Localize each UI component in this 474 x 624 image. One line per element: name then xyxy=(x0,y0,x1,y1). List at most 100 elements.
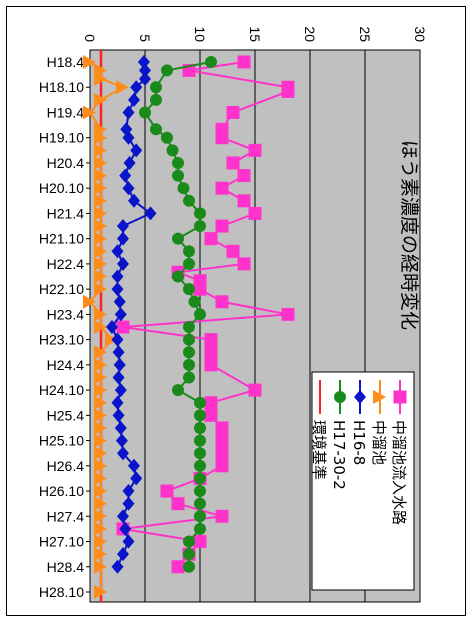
time-tick-label: H26.4 xyxy=(47,458,85,474)
data-point xyxy=(128,92,140,107)
data-point xyxy=(226,156,240,170)
data-point xyxy=(94,559,107,574)
data-point xyxy=(172,270,184,283)
data-point xyxy=(205,56,217,68)
data-point xyxy=(94,458,107,473)
data-point xyxy=(150,81,162,94)
time-tick-label: H20.10 xyxy=(39,180,84,196)
data-point xyxy=(204,396,218,410)
data-point xyxy=(94,357,107,372)
data-point xyxy=(172,169,184,182)
legend-label: H17-30-2 xyxy=(330,420,348,490)
data-point xyxy=(161,64,173,77)
data-point xyxy=(237,169,251,183)
data-point xyxy=(119,168,132,183)
data-point xyxy=(106,320,118,334)
data-point xyxy=(215,219,229,233)
data-point xyxy=(122,496,135,511)
data-point xyxy=(194,207,206,220)
data-point xyxy=(94,484,107,499)
data-point xyxy=(114,420,127,435)
data-point xyxy=(215,295,229,309)
data-point xyxy=(183,321,195,333)
data-point xyxy=(94,408,107,423)
data-point xyxy=(116,80,129,95)
time-tick-label: H22.10 xyxy=(39,281,84,297)
data-point xyxy=(237,194,251,208)
data-point xyxy=(94,155,107,170)
data-point xyxy=(183,371,195,384)
data-point xyxy=(130,471,143,486)
data-point xyxy=(94,496,107,511)
data-point xyxy=(94,395,107,410)
legend-swatch-marker xyxy=(373,390,386,404)
data-point xyxy=(94,307,107,322)
data-point xyxy=(113,357,126,372)
data-point xyxy=(183,245,195,258)
data-point xyxy=(111,395,124,410)
data-point xyxy=(215,421,229,435)
data-point xyxy=(188,295,201,308)
data-point xyxy=(94,547,107,562)
data-point xyxy=(94,92,107,107)
time-tick-label: H24.4 xyxy=(47,357,85,373)
data-point xyxy=(194,409,206,422)
data-point xyxy=(204,232,218,246)
data-point xyxy=(139,71,151,86)
data-point xyxy=(166,144,179,157)
legend-label: 中溜池流入水路 xyxy=(390,420,408,525)
time-tick-label: H22.4 xyxy=(47,256,85,272)
data-point xyxy=(122,484,135,499)
data-point xyxy=(183,333,195,346)
data-point xyxy=(183,257,195,270)
data-point xyxy=(94,370,107,385)
data-point xyxy=(194,497,206,510)
data-point xyxy=(123,155,136,170)
time-tick-label: H18.4 xyxy=(47,54,85,70)
data-point xyxy=(94,193,107,208)
data-point xyxy=(94,168,107,183)
data-point xyxy=(194,510,206,523)
time-tick-label: H25.4 xyxy=(47,407,85,423)
time-tick-label: H27.4 xyxy=(47,508,85,524)
data-point xyxy=(83,294,96,309)
data-point xyxy=(111,332,124,347)
time-tick-label: H23.4 xyxy=(47,306,85,322)
data-point xyxy=(160,484,174,498)
time-tick-label: H21.10 xyxy=(39,231,84,247)
data-point xyxy=(119,521,132,536)
data-point xyxy=(161,131,173,144)
data-point xyxy=(226,105,240,119)
data-point xyxy=(248,206,262,220)
data-point xyxy=(83,105,96,120)
data-point xyxy=(215,131,229,145)
data-point xyxy=(94,181,107,196)
data-point xyxy=(215,181,229,195)
value-tick-label: 15 xyxy=(247,26,263,42)
data-point xyxy=(94,383,107,398)
data-point xyxy=(204,358,218,372)
legend-label: H16-8 xyxy=(350,420,368,465)
data-point xyxy=(94,420,107,435)
data-point xyxy=(194,447,206,460)
data-point xyxy=(94,231,107,246)
data-point xyxy=(130,143,143,158)
legend-label: 環境基準 xyxy=(310,420,328,480)
time-tick-label: H19.10 xyxy=(39,130,84,146)
data-point xyxy=(248,383,262,397)
data-point xyxy=(194,472,206,485)
data-point xyxy=(150,123,162,136)
data-point xyxy=(112,345,125,360)
data-point xyxy=(183,548,195,561)
data-point xyxy=(172,232,184,245)
data-point xyxy=(111,559,124,574)
legend-box xyxy=(311,371,415,591)
data-point xyxy=(204,333,218,347)
data-point xyxy=(193,535,207,549)
time-tick-label: H28.4 xyxy=(47,559,85,575)
data-point xyxy=(226,244,240,258)
data-point xyxy=(172,384,184,397)
value-tick-label: 10 xyxy=(192,26,208,42)
time-tick-label: H27.10 xyxy=(39,534,84,550)
